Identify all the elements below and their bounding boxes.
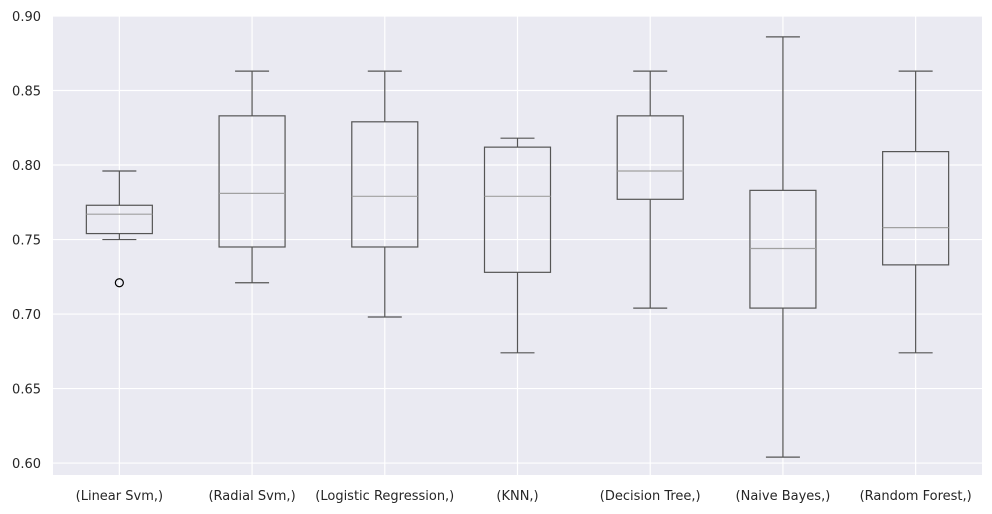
iqr-box <box>483 146 552 273</box>
iqr-box <box>616 115 684 200</box>
y-axis-tick-labels: 0.60 0.65 0.70 0.75 0.80 0.85 0.90 <box>12 10 41 472</box>
x-tick-label: (Linear Svm,) <box>76 489 163 504</box>
box-3 <box>351 70 419 318</box>
box-6 <box>749 36 817 458</box>
outlier-point <box>114 278 124 288</box>
x-tick-label: (Random Forest,) <box>860 489 972 504</box>
box-5 <box>616 70 684 309</box>
y-tick-label: 0.60 <box>12 457 41 472</box>
y-tick-label: 0.80 <box>12 159 41 174</box>
x-tick-label: (Decision Tree,) <box>600 489 701 504</box>
iqr-box <box>749 189 817 309</box>
x-tick-label: (Logistic Regression,) <box>315 489 454 504</box>
iqr-box <box>351 121 419 248</box>
box-2 <box>218 70 286 284</box>
y-tick-label: 0.90 <box>12 10 41 25</box>
x-axis-tick-labels: (Linear Svm,) (Radial Svm,) (Logistic Regr… <box>76 489 972 504</box>
iqr-box <box>218 115 286 248</box>
box-series <box>85 36 950 458</box>
x-tick-label: (Naive Bayes,) <box>736 489 831 504</box>
y-tick-label: 0.70 <box>12 308 41 323</box>
x-tick-label: (Radial Svm,) <box>208 489 295 504</box>
y-tick-label: 0.75 <box>12 234 41 249</box>
box-4 <box>483 137 552 354</box>
iqr-box <box>85 204 153 235</box>
y-tick-label: 0.65 <box>12 383 41 398</box>
box-1 <box>85 170 153 288</box>
x-tick-label: (KNN,) <box>496 489 538 504</box>
box-7 <box>882 70 950 354</box>
y-tick-label: 0.85 <box>12 85 41 100</box>
iqr-box <box>882 151 950 266</box>
